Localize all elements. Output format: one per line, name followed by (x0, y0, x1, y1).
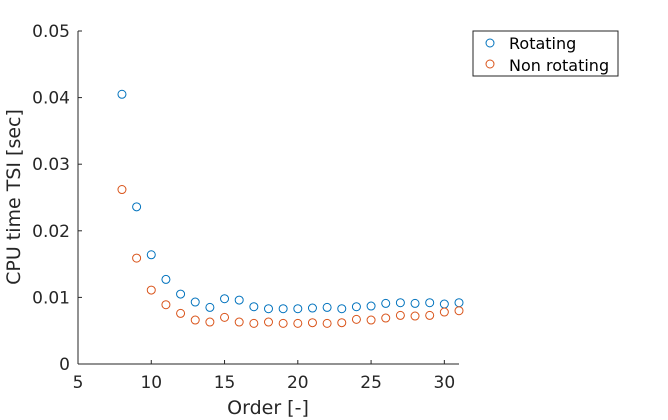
y-tick-label: 0.03 (32, 155, 70, 175)
data-point (322, 318, 332, 328)
data-point (264, 304, 273, 314)
data-point (307, 303, 317, 313)
data-point (366, 301, 376, 311)
data-point (146, 285, 156, 295)
series-rotating (117, 89, 464, 314)
series-non-rotating (117, 185, 464, 328)
x-ticks: 5 10 15 20 25 30 (73, 360, 456, 393)
data-point (454, 298, 464, 308)
y-tick-label: 0 (59, 355, 70, 375)
data-point (190, 315, 200, 325)
data-point (234, 295, 244, 305)
x-axis-label: Order [-] (227, 397, 309, 419)
legend-marker-rotating (485, 38, 495, 48)
data-point (439, 299, 449, 309)
data-point (395, 298, 405, 308)
data-point (161, 274, 171, 284)
x-tick-label: 30 (434, 373, 456, 393)
data-point (337, 304, 347, 314)
x-tick-label: 25 (360, 373, 382, 393)
data-point (249, 302, 259, 312)
data-points (117, 89, 464, 328)
data-point (454, 306, 464, 316)
y-tick-label: 0.05 (32, 22, 70, 42)
data-point (249, 318, 259, 328)
data-point (146, 250, 156, 260)
data-point (293, 318, 303, 328)
data-point (293, 304, 303, 314)
data-point (161, 300, 171, 310)
data-point (425, 310, 435, 320)
legend-label-rotating: Rotating (509, 34, 576, 53)
y-ticks: 0 0.01 0.02 0.03 0.04 0.05 (32, 22, 82, 375)
data-point (395, 310, 405, 320)
y-axis-label: CPU time TSI [sec] (3, 109, 25, 285)
legend-label-non-rotating: Non rotating (509, 56, 609, 75)
data-point (351, 314, 361, 324)
data-point (205, 317, 215, 327)
data-point (278, 304, 288, 314)
y-tick-label: 0.04 (32, 89, 70, 109)
legend-marker-non-rotating (485, 59, 495, 69)
data-point (410, 298, 420, 308)
legend-box (472, 30, 619, 77)
data-point (220, 312, 230, 322)
axes: 5 10 15 20 25 30 0 0.01 0.02 0.03 0.04 0.05 (32, 22, 459, 393)
data-point (132, 202, 142, 212)
data-point (264, 317, 273, 327)
data-point (176, 308, 186, 318)
data-point (351, 302, 361, 312)
legend: Rotating Non rotating (472, 30, 619, 77)
data-point (117, 185, 127, 195)
x-tick-label: 5 (73, 373, 84, 393)
data-point (220, 294, 230, 304)
data-point (190, 297, 200, 307)
data-point (307, 318, 317, 328)
data-point (205, 302, 215, 312)
data-point (439, 307, 449, 317)
data-point (132, 253, 142, 263)
data-point (176, 289, 186, 299)
data-point (381, 298, 391, 308)
data-point (381, 313, 391, 323)
data-point (117, 89, 127, 99)
x-tick-label: 10 (140, 373, 162, 393)
data-point (366, 315, 376, 325)
data-point (337, 318, 347, 328)
x-tick-label: 20 (287, 373, 309, 393)
y-tick-label: 0.02 (32, 222, 70, 242)
data-point (278, 318, 288, 328)
x-tick-label: 15 (214, 373, 236, 393)
y-tick-label: 0.01 (32, 288, 70, 308)
data-point (410, 311, 420, 321)
data-point (322, 302, 332, 312)
data-point (425, 298, 435, 308)
data-point (234, 317, 244, 327)
